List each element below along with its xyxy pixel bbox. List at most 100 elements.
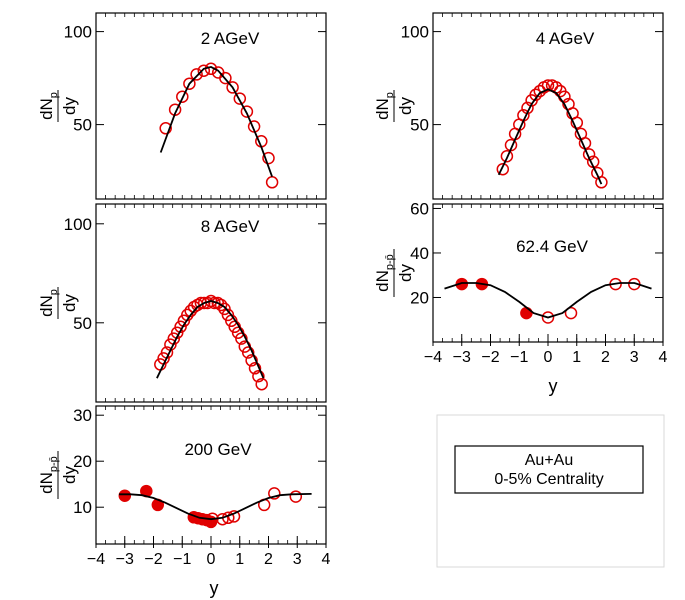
data-point-open: [226, 81, 239, 94]
data-point-open: [231, 326, 245, 339]
data-point-open: [241, 346, 255, 359]
x-tick-label: 3: [630, 349, 639, 366]
model-curve: [444, 282, 652, 319]
panel-title: 8 AGeV: [201, 217, 260, 236]
panel-title: 2 AGeV: [201, 29, 260, 48]
plot-frame: [432, 203, 664, 343]
data-marks: [444, 277, 652, 324]
x-tick-label: −3: [453, 349, 471, 366]
axes: 50 100: [64, 13, 326, 199]
data-point-open: [248, 362, 262, 375]
x-axis-label: y: [210, 578, 219, 598]
x-tick-label: 4: [659, 349, 668, 366]
y-label-numerator: dNp-p̄: [37, 456, 60, 494]
x-tick-label: −2: [481, 349, 499, 366]
y-tick-label: 10: [73, 498, 92, 517]
panel-title: 62.4 GeV: [516, 237, 588, 256]
legend-box: [454, 445, 644, 494]
panel-2agev: 2 AGeV dNp dy 50 100: [37, 12, 327, 200]
y-tick-label: 30: [73, 406, 92, 425]
data-point-open: [496, 162, 510, 176]
y-label-numerator: dNp-p̄: [373, 254, 396, 292]
x-tick-label: 3: [293, 551, 302, 568]
x-tick-label: −1: [510, 349, 528, 366]
y-axis-label: dNp dy: [37, 287, 79, 319]
data-point-open: [500, 149, 514, 163]
data-point-open: [595, 176, 608, 189]
y-label-numerator: dNp: [37, 289, 60, 317]
data-point-open: [255, 377, 268, 391]
panel-8agev: 8 AGeV dNp dy 50 100: [37, 203, 327, 403]
data-point-open: [183, 77, 196, 90]
data-marks: [118, 484, 312, 529]
y-label-denominator: dy: [396, 264, 415, 282]
data-point-open: [529, 88, 542, 102]
y-tick-label: 20: [410, 288, 429, 307]
data-point-open: [541, 79, 555, 92]
data-point-open: [233, 92, 247, 105]
model-curve: [156, 300, 265, 379]
x-tick-label: −1: [173, 551, 191, 568]
y-tick-label: 60: [410, 199, 429, 218]
y-tick-label: 20: [73, 452, 92, 471]
y-axis-label: dNp dy: [37, 90, 79, 122]
data-point-open: [265, 176, 279, 189]
data-point-open: [214, 298, 228, 312]
data-marks: [496, 79, 608, 189]
x-tick-label: −2: [144, 551, 162, 568]
data-point-open: [235, 332, 248, 345]
x-tick-label: 2: [264, 551, 273, 568]
x-tick-label: 0: [207, 551, 216, 568]
data-point-open: [197, 64, 211, 77]
axes: 10 20 30 −4 −3 −2 −1 0 1 2 3 4: [73, 406, 331, 568]
data-point-open: [190, 68, 203, 81]
data-point-open: [208, 296, 221, 310]
y-tick-label: 100: [401, 23, 429, 42]
data-point-open: [564, 306, 578, 320]
panel-200gev: 200 GeV dNp-p̄ dy y 10 20 30 −4 −3 −2 −1 0 1 2 3 4: [37, 405, 331, 598]
y-label-denominator: dy: [60, 466, 79, 484]
data-point-open: [221, 308, 235, 322]
data-point-open: [289, 490, 303, 503]
data-marks: [159, 62, 279, 189]
y-label-denominator: dy: [396, 97, 415, 115]
data-point-open: [219, 71, 232, 85]
panel-title: 200 GeV: [184, 440, 252, 459]
y-axis-label: dNp dy: [373, 90, 415, 122]
model-curve: [497, 88, 603, 185]
axes: 50 100: [64, 204, 326, 402]
y-axis-label: dNp-p̄ dy: [37, 451, 79, 499]
data-point-open: [252, 370, 265, 383]
panel-title: 4 AGeV: [536, 29, 595, 48]
x-tick-label: 1: [572, 349, 581, 366]
data-point-open: [159, 122, 172, 135]
y-tick-label: 50: [410, 116, 429, 135]
y-label-denominator: dy: [60, 97, 79, 115]
data-point-open: [268, 487, 281, 500]
x-tick-label: 4: [322, 551, 331, 568]
data-point-open: [218, 302, 231, 316]
data-point-open: [197, 296, 211, 310]
data-point-filled: [118, 489, 132, 502]
model-curve: [119, 493, 312, 521]
y-tick-label: 100: [64, 23, 92, 42]
axes: 50 100: [401, 13, 663, 199]
model-curve: [159, 65, 273, 178]
y-tick-label: 100: [64, 215, 92, 234]
legend-panel: Au+Au 0-5% Centrality: [436, 414, 665, 568]
panel-4agev: 4 AGeV dNp dy 50 100: [373, 12, 664, 200]
legend-line-2: 0-5% Centrality: [494, 471, 603, 488]
data-point-open: [240, 105, 254, 118]
panel-62-4gev: 62.4 GeV dNp-p̄ dy y 20 40 60 −4 −3 −2 −1 0 1 2 3 4: [373, 199, 668, 396]
x-axis-label: y: [549, 376, 558, 396]
legend-outer-frame: [436, 414, 665, 568]
y-axis-label: dNp-p̄ dy: [373, 249, 415, 297]
data-point-open: [262, 151, 275, 165]
data-point-open: [176, 90, 189, 103]
data-point-open: [541, 311, 555, 324]
legend-line-1: Au+Au: [525, 452, 573, 469]
data-marks: [154, 294, 268, 391]
data-point-filled: [520, 306, 533, 320]
data-point-open: [245, 354, 258, 367]
